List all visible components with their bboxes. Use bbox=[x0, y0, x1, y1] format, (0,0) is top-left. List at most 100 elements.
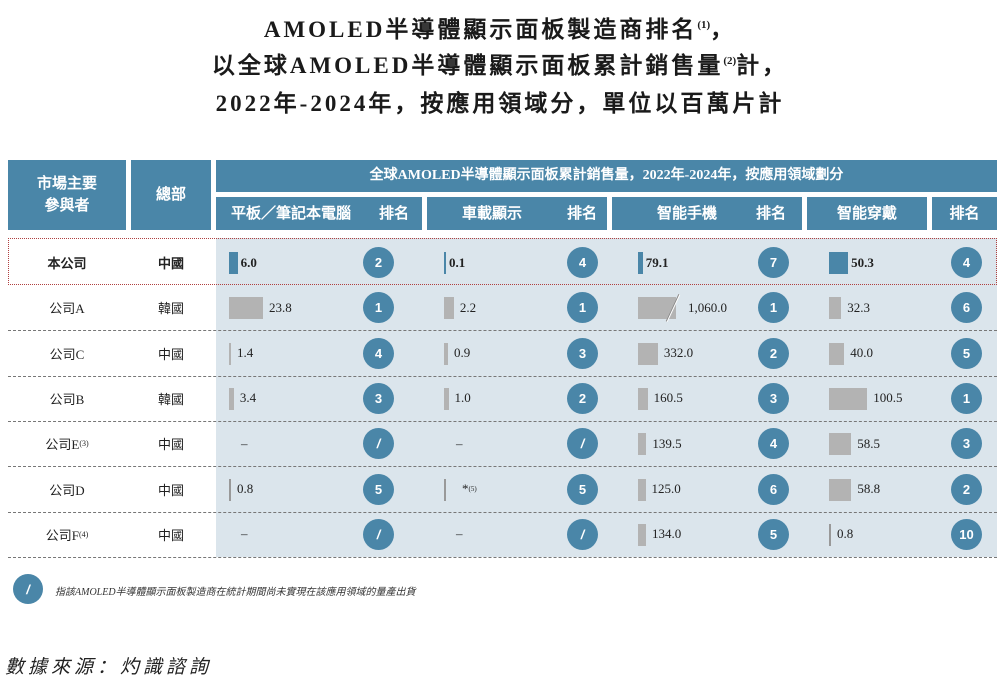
value-text: 2.2 bbox=[459, 299, 477, 315]
value-label: 0.8 bbox=[237, 467, 253, 512]
value-text: 6.0 bbox=[240, 254, 257, 270]
value-text: 23.8 bbox=[269, 299, 292, 315]
headquarters: 韓國 bbox=[157, 301, 184, 317]
company-name: 本公司 bbox=[8, 240, 126, 285]
headquarters: 中國 bbox=[157, 346, 184, 362]
value-text: 332.0 bbox=[663, 345, 694, 361]
value-text: 134.0 bbox=[652, 526, 682, 542]
rank-badge: 2 bbox=[758, 337, 789, 369]
value-text: 160.5 bbox=[653, 390, 683, 406]
rank-badge: / bbox=[567, 428, 598, 460]
rank-badge: 4 bbox=[758, 428, 789, 460]
value-bar bbox=[829, 387, 868, 410]
company-name-text: 公司C bbox=[49, 346, 85, 362]
title-text: 以全球AMOLED半導體顯示面板累計銷售量 bbox=[211, 53, 724, 78]
table-row: 公司B 韓國 3.4 3 1.0 2 160.5 3 100.5 1 bbox=[8, 376, 997, 421]
company-name-text: 公司E bbox=[45, 437, 80, 453]
value-label: 40.0 bbox=[850, 331, 873, 376]
value-text: – bbox=[241, 435, 248, 451]
row-divider bbox=[8, 330, 997, 332]
subheader-5: 排名 bbox=[740, 197, 802, 230]
value-bar bbox=[229, 478, 231, 501]
value-bar bbox=[229, 387, 234, 410]
value-text: 1.4 bbox=[237, 345, 254, 361]
value-text: 125.0 bbox=[651, 481, 681, 496]
value-label: – bbox=[241, 512, 248, 557]
value-bar bbox=[638, 342, 658, 365]
row-divider bbox=[8, 511, 997, 513]
subheader-3: 排名 bbox=[557, 197, 607, 230]
title-text: AMOLED半導體顯示面板製造商排名 bbox=[263, 17, 698, 42]
value-label: 100.5 bbox=[873, 376, 902, 421]
header-group: 全球AMOLED半導體顯示面板累計銷售量，2022年-2024年，按應用領域劃分 bbox=[216, 160, 997, 192]
rank-badge: 2 bbox=[363, 247, 394, 278]
table-row: 公司C 中國 1.4 4 0.9 3 332.0 2 40.0 5 bbox=[8, 331, 997, 376]
footnote-ref: (3) bbox=[79, 439, 89, 449]
rank-badge: 2 bbox=[567, 382, 598, 414]
footnote-ref: (1) bbox=[697, 19, 711, 31]
rank-badge: / bbox=[363, 428, 394, 460]
value-label: 134.0 bbox=[652, 512, 681, 557]
subheader-7: 排名 bbox=[932, 197, 997, 230]
title-line-1: AMOLED半導體顯示面板製造商排名(1)， bbox=[0, 10, 1000, 44]
rank-badge: 1 bbox=[567, 292, 598, 324]
headquarters: 中國 bbox=[157, 527, 184, 543]
subheader-0: 平板／筆記本電腦 bbox=[216, 197, 366, 230]
value-label: 0.1 bbox=[449, 240, 465, 285]
value-label: * (5) bbox=[462, 467, 477, 512]
value-bar bbox=[829, 433, 852, 456]
rank-badge: 3 bbox=[567, 337, 598, 369]
company-name-text: 公司B bbox=[49, 391, 85, 407]
table-row: 公司D 中國 0.8 5 * (5) 5 125.0 6 58.8 2 bbox=[8, 467, 997, 512]
company-name: 公司D bbox=[8, 467, 126, 512]
footnote-ref: (4) bbox=[78, 529, 89, 539]
value-text: 3.4 bbox=[239, 390, 257, 406]
rank-badge: 4 bbox=[951, 247, 982, 278]
company-name: 公司B bbox=[8, 376, 126, 421]
subheader-1: 排名 bbox=[366, 197, 422, 230]
value-text: 40.0 bbox=[850, 345, 873, 361]
value-text: 139.5 bbox=[652, 435, 682, 451]
legend-text: 指該AMOLED半導體顯示面板製造商在統計期間尚未實現在該應用領域的量產出貨 bbox=[55, 587, 416, 598]
own-company-highlight bbox=[8, 238, 997, 285]
value-bar bbox=[638, 523, 647, 546]
title-text: ， bbox=[710, 17, 737, 42]
value-bar bbox=[638, 297, 676, 320]
rank-badge: 1 bbox=[363, 292, 394, 324]
rank-badge: 3 bbox=[951, 428, 982, 460]
title-line-2: 以全球AMOLED半導體顯示面板累計銷售量(2)計， bbox=[0, 46, 1000, 80]
value-bar bbox=[829, 252, 849, 274]
value-label: – bbox=[456, 512, 463, 557]
table-row: 本公司 中國 6.0 2 0.1 4 79.1 7 50.3 4 bbox=[8, 240, 997, 285]
value-label: 1.0 bbox=[455, 376, 471, 421]
rank-badge: 6 bbox=[951, 292, 982, 324]
company-name-text: 本公司 bbox=[47, 256, 87, 271]
value-text: 32.3 bbox=[847, 299, 871, 315]
value-text: – bbox=[456, 526, 463, 542]
company-name: 公司E (3) bbox=[8, 421, 126, 466]
rank-badge: 3 bbox=[758, 382, 789, 414]
rank-badge: 5 bbox=[758, 518, 789, 550]
subheader-4: 智能手機 bbox=[612, 197, 762, 230]
rank-badge: 5 bbox=[567, 473, 598, 505]
value-bar bbox=[829, 342, 845, 365]
company-name: 公司A bbox=[8, 285, 126, 330]
value-label: 332.0 bbox=[664, 331, 693, 376]
value-text: 50.3 bbox=[851, 254, 874, 270]
value-text: 58.8 bbox=[857, 481, 881, 496]
rank-badge: 4 bbox=[567, 247, 598, 278]
header-players: 市場主要 參與者 bbox=[8, 160, 126, 230]
value-bar bbox=[829, 478, 852, 501]
value-label: 58.5 bbox=[857, 421, 880, 466]
rank-badge: 5 bbox=[951, 337, 982, 369]
company-name-text: 公司F bbox=[45, 527, 79, 543]
table-row: 公司F (4) 中國 – / – / 134.0 5 0.8 10 bbox=[8, 512, 997, 557]
data-source: 數據來源：灼識諮詢 bbox=[5, 657, 213, 678]
value-label: 1.4 bbox=[237, 331, 253, 376]
rank-badge: 6 bbox=[758, 473, 789, 505]
value-label: 32.3 bbox=[847, 285, 870, 330]
title-text: 計， bbox=[736, 53, 789, 78]
value-bar bbox=[638, 478, 646, 501]
value-text: 0.1 bbox=[449, 254, 466, 270]
footnote-ref: (5) bbox=[468, 485, 477, 493]
